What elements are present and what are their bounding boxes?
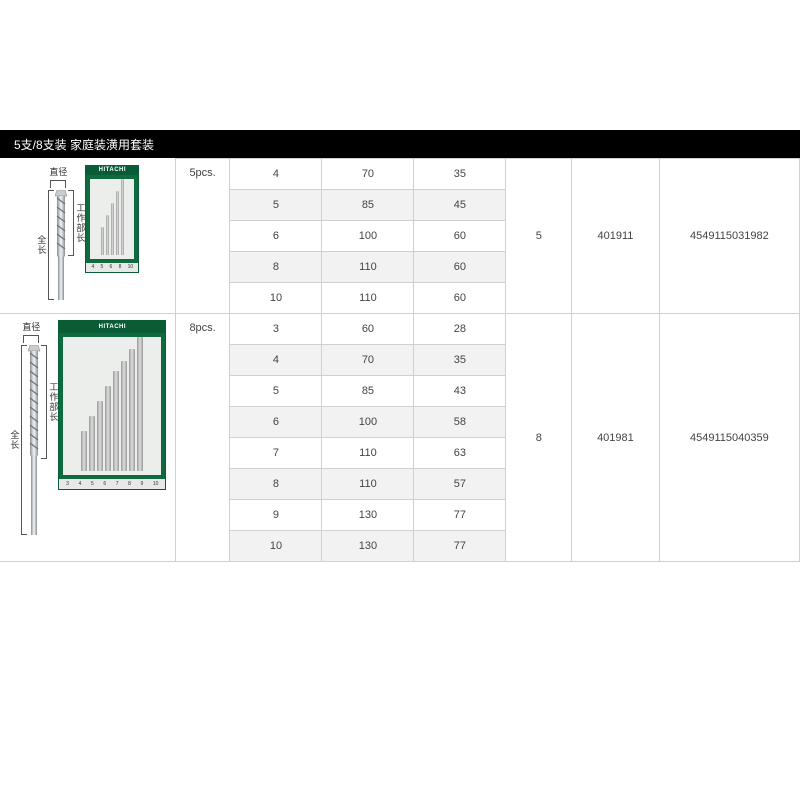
package-footer: 3 4 5 6 7 8 9 10: [59, 479, 165, 489]
diameter-label: 直径: [35, 165, 81, 178]
col-work-length: 77: [414, 531, 506, 562]
size-num: 10: [153, 481, 159, 487]
full-length-label: 全长: [8, 345, 21, 535]
col-length: 85: [322, 376, 414, 407]
col-length: 85: [322, 190, 414, 221]
mini-bit-icon: [111, 203, 114, 255]
size-num: 6: [110, 264, 113, 270]
mini-bit-icon: [129, 349, 135, 471]
col-length: 130: [322, 531, 414, 562]
mini-bit-icon: [81, 431, 87, 471]
size-num: 6: [103, 481, 106, 487]
size-num: 5: [91, 481, 94, 487]
size-num: 5: [101, 264, 104, 270]
col-work-length: 63: [414, 438, 506, 469]
package-image: HITACHI MasonryDrill Bit Set8pcs 3456789…: [58, 320, 166, 490]
qty-cell: 8: [506, 314, 572, 562]
spec-table: 直径 全长 工作部长 HITACHI 456810 5pcs.470: [0, 158, 800, 562]
col-work-length: 35: [414, 345, 506, 376]
col-diameter: 6: [230, 221, 322, 252]
col-diameter: 10: [230, 283, 322, 314]
col-diameter: 5: [230, 190, 322, 221]
col-diameter: 6: [230, 407, 322, 438]
mini-bit-icon: [121, 179, 124, 255]
col-length: 60: [322, 314, 414, 345]
package-footer: 4 568 10: [86, 263, 138, 271]
col-length: 70: [322, 345, 414, 376]
col-work-length: 45: [414, 190, 506, 221]
col-work-length: 60: [414, 283, 506, 314]
col-diameter: 3: [230, 314, 322, 345]
col-length: 100: [322, 221, 414, 252]
col-diameter: 10: [230, 531, 322, 562]
col-work-length: 43: [414, 376, 506, 407]
drill-bit-icon: [27, 345, 41, 535]
col-diameter: 5: [230, 376, 322, 407]
col-work-length: 60: [414, 252, 506, 283]
col-work-length: 77: [414, 500, 506, 531]
full-length-label: 全长: [35, 190, 48, 300]
package-header: HITACHI: [59, 321, 165, 333]
pcs-cell: 5pcs.: [175, 159, 230, 314]
diameter-label: 直径: [8, 320, 54, 333]
package-image: HITACHI 4 568 10: [85, 165, 139, 273]
col-length: 110: [322, 469, 414, 500]
col-diameter: 8: [230, 469, 322, 500]
size-num: 4: [79, 481, 82, 487]
ean-cell: 4549115031982: [659, 159, 799, 314]
col-length: 110: [322, 438, 414, 469]
ean-cell: 4549115040359: [659, 314, 799, 562]
size-num: 4: [91, 264, 94, 270]
col-diameter: 8: [230, 252, 322, 283]
col-diameter: 7: [230, 438, 322, 469]
col-diameter: 4: [230, 159, 322, 190]
col-length: 130: [322, 500, 414, 531]
diameter-bracket: [23, 335, 39, 343]
col-diameter: 4: [230, 345, 322, 376]
mini-bit-icon: [101, 227, 104, 255]
mini-bit-icon: [106, 215, 109, 255]
col-work-length: 28: [414, 314, 506, 345]
col-work-length: 60: [414, 221, 506, 252]
mini-bit-icon: [97, 401, 103, 471]
section-header: 5支/8支装 家庭装潢用套装: [0, 130, 800, 158]
size-num: 9: [141, 481, 144, 487]
col-work-length: 35: [414, 159, 506, 190]
drill-diagram: 直径 全长 工作部长: [35, 165, 81, 300]
qty-cell: 5: [506, 159, 572, 314]
pcs-cell: 8pcs.: [175, 314, 230, 562]
col-work-length: 58: [414, 407, 506, 438]
size-num: 8: [128, 481, 131, 487]
drill-bit-icon: [54, 190, 68, 300]
col-length: 70: [322, 159, 414, 190]
package-window: [90, 179, 134, 259]
code-cell: 401981: [572, 314, 660, 562]
code-cell: 401911: [572, 159, 660, 314]
diameter-bracket: [50, 180, 66, 188]
col-diameter: 9: [230, 500, 322, 531]
drill-diagram: 直径 全长 工作部长: [8, 320, 54, 535]
mini-bit-icon: [116, 191, 119, 255]
col-length: 110: [322, 252, 414, 283]
col-work-length: 57: [414, 469, 506, 500]
col-length: 100: [322, 407, 414, 438]
mini-bit-icon: [113, 371, 119, 471]
brand-label: HITACHI: [99, 324, 126, 330]
size-num: 10: [128, 264, 134, 270]
col-length: 110: [322, 283, 414, 314]
mini-bit-icon: [137, 337, 143, 471]
product-image-cell: 直径 全长 工作部长 HITACHI 4 568 10: [0, 159, 175, 314]
mini-bit-icon: [89, 416, 95, 471]
mini-bit-icon: [121, 361, 127, 471]
product-image-cell: 直径 全长 工作部长 HITACHI MasonryDrill Bit Set8…: [0, 314, 175, 562]
size-num: 3: [66, 481, 69, 487]
brand-label: HITACHI: [99, 167, 126, 173]
mini-bit-icon: [105, 386, 111, 471]
package-header: HITACHI: [86, 166, 138, 176]
size-num: 7: [116, 481, 119, 487]
size-num: 8: [119, 264, 122, 270]
section-title: 5支/8支装 家庭装潢用套装: [14, 136, 154, 153]
package-window: [63, 337, 161, 475]
